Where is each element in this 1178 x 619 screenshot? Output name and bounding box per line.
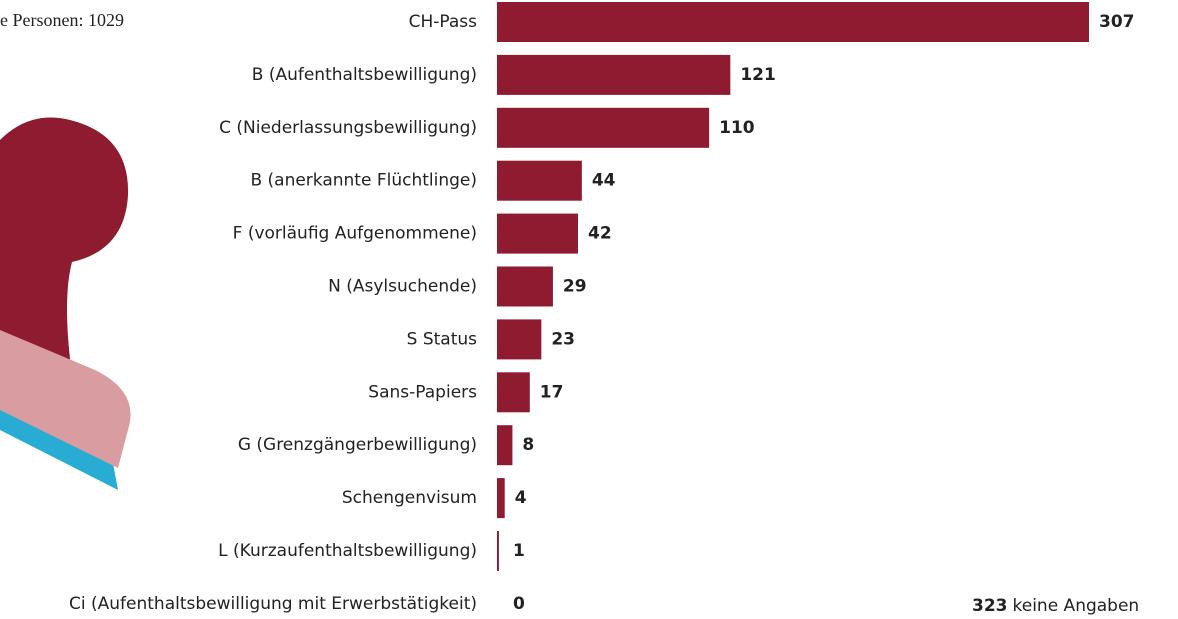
- stamp-pad: [0, 330, 131, 468]
- category-label: B (Aufenthaltsbewilligung): [252, 65, 477, 85]
- bar: [497, 266, 553, 307]
- category-label: CH-Pass: [409, 12, 478, 32]
- category-label: N (Asylsuchende): [328, 277, 477, 297]
- value-label: 8: [522, 435, 534, 455]
- category-label: G (Grenzgängerbewilligung): [238, 435, 477, 455]
- value-label: 17: [540, 382, 564, 402]
- bar: [497, 2, 1089, 42]
- category-label: F (vorläufig Aufgenommene): [233, 224, 477, 244]
- respondents-note: e Personen: 1029: [0, 10, 124, 30]
- bar: [497, 531, 499, 571]
- value-label: 110: [719, 118, 755, 138]
- value-label: 121: [740, 65, 776, 85]
- value-label: 1: [513, 541, 525, 561]
- bar: [497, 478, 505, 519]
- category-label: S Status: [407, 329, 478, 349]
- bar: [497, 107, 710, 148]
- value-label: 23: [551, 329, 575, 349]
- value-label: 44: [592, 171, 616, 191]
- value-label: 42: [588, 224, 612, 244]
- bar: [497, 319, 542, 360]
- bar: [497, 425, 513, 466]
- bar: [497, 160, 582, 201]
- bar: [497, 213, 578, 254]
- no-answer-count: 323: [972, 596, 1008, 616]
- category-label: Ci (Aufenthaltsbewilligung mit Erwerbstä…: [69, 594, 477, 614]
- bar: [497, 372, 530, 413]
- value-label: 307: [1099, 12, 1135, 32]
- no-answer-label: keine Angaben: [1013, 596, 1140, 616]
- category-label: L (Kurzaufenthaltsbewilligung): [218, 541, 477, 561]
- stamp-illustration: [0, 117, 131, 490]
- bar: [497, 54, 731, 95]
- category-label: B (anerkannte Flüchtlinge): [250, 171, 477, 191]
- category-label: Sans-Papiers: [368, 382, 477, 402]
- category-label: C (Niederlassungsbewilligung): [219, 118, 477, 138]
- stamp-handle: [0, 117, 129, 390]
- value-label: 4: [515, 488, 527, 508]
- value-label: 29: [563, 277, 587, 297]
- category-label: Schengenvisum: [342, 488, 477, 508]
- value-label: 0: [513, 594, 525, 614]
